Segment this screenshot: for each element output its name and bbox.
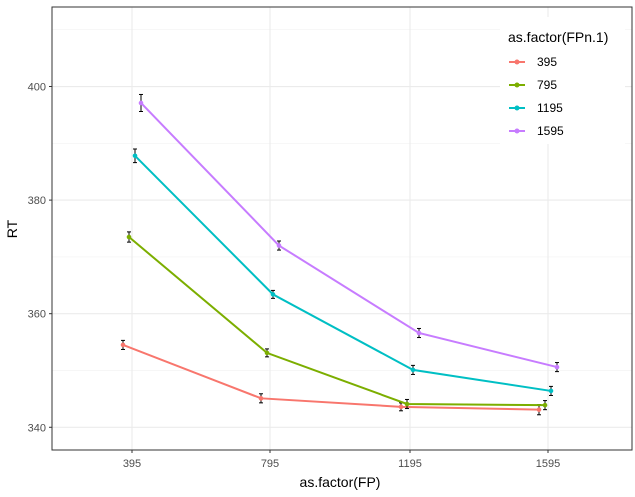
legend-key-point [514,105,520,111]
data-point [410,367,416,373]
series-line [134,155,552,392]
series-395 [120,339,542,416]
x-axis-title: as.factor(FP) [300,474,381,490]
data-point [548,388,554,394]
legend-label: 395 [537,55,557,69]
data-point [132,153,138,159]
data-point [270,292,276,297]
series-layer [120,93,560,416]
legend-label: 1595 [537,124,564,138]
data-point [542,402,548,408]
series-1595 [138,93,560,373]
y-tick-label: 340 [28,422,46,434]
x-tick-label: 1595 [536,458,560,470]
legend-key-point [514,128,520,134]
data-point [554,364,560,370]
y-tick-label: 400 [28,82,46,94]
legend-key-point [514,59,520,65]
x-tick-label: 1195 [398,458,422,470]
x-tick-label: 395 [123,458,141,470]
x-tick-label: 795 [261,458,279,470]
data-point [536,407,542,412]
legend-label: 1195 [537,101,563,115]
data-point [264,350,270,356]
panel-border [51,6,633,451]
series-line [122,343,540,411]
data-point [138,100,144,106]
series-1195 [132,148,554,396]
series-line [140,102,558,369]
data-point [404,401,410,407]
data-point [120,342,126,348]
legend-title: as.factor(FPn.1) [508,29,608,45]
x-axis: 395 795 1195 1595 [123,450,560,470]
legend-item-795: 795 [509,78,557,92]
y-axis-title: RT [4,219,20,238]
series-795 [126,231,548,411]
y-tick-label: 360 [28,309,46,321]
legend-background [500,17,625,144]
grid [52,7,632,450]
data-point [416,330,422,336]
y-tick-label: 380 [28,195,46,207]
data-point [258,396,264,401]
data-point [398,404,404,410]
y-axis: 340 360 380 400 [28,82,52,434]
series-line [128,236,546,407]
legend-key-point [514,82,520,88]
data-point [276,243,282,248]
legend: as.factor(FPn.1) 395 795 1195 1595 [500,17,625,144]
legend-item-1595: 1595 [509,124,564,138]
data-point [126,234,132,240]
legend-item-1195: 1195 [509,101,563,115]
legend-item-395: 395 [509,55,557,69]
legend-label: 795 [537,78,557,92]
legend-items: 395 795 1195 1595 [509,55,564,138]
